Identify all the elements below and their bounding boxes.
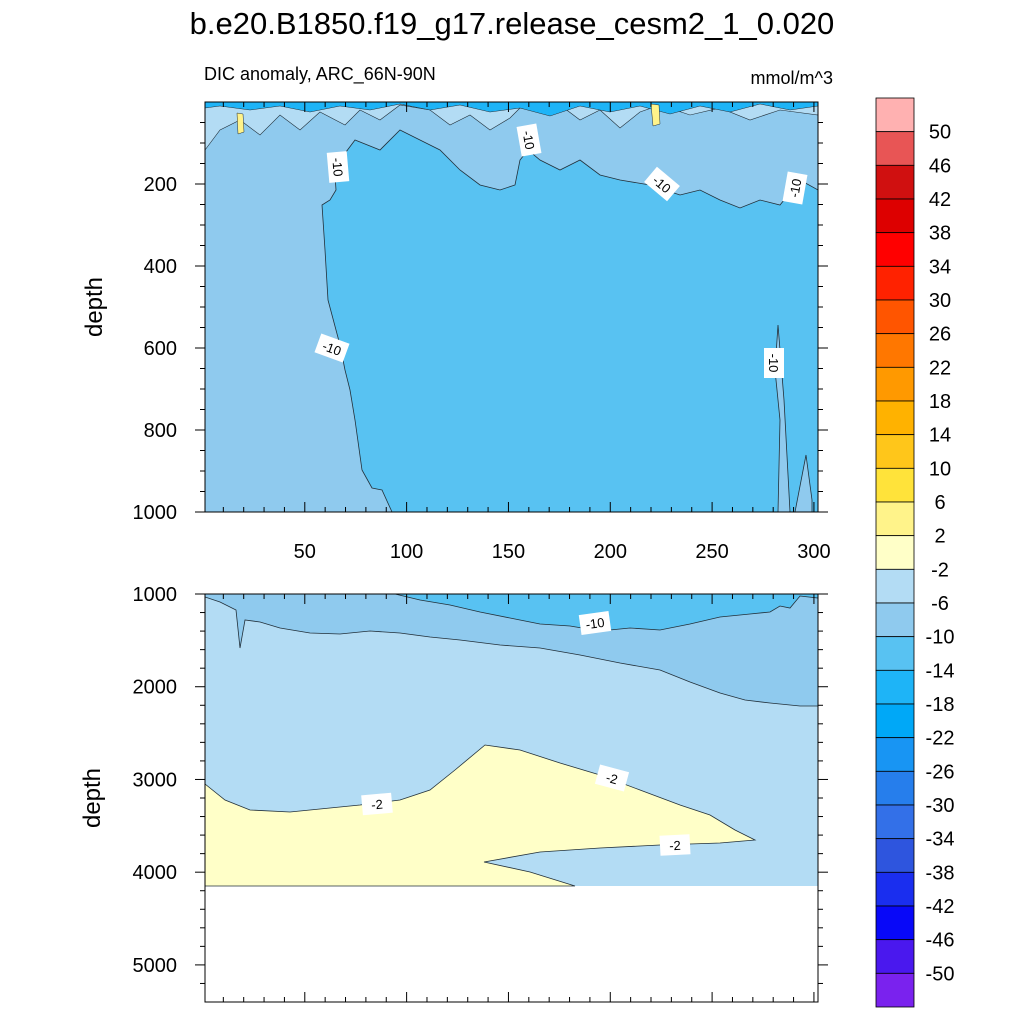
- colorbar-label: 22: [929, 357, 951, 379]
- upper-panel: -10 -10 -10 -10 -10 -10: [204, 101, 819, 513]
- chart-subtitle-units: mmol/m^3: [750, 68, 833, 88]
- contour-label: -10: [519, 130, 537, 151]
- lower-contour-labels: -10 -2 -2 -2: [361, 611, 691, 856]
- lower-y-tick-label: 5000: [133, 955, 178, 977]
- colorbar-swatch: [875, 838, 915, 873]
- colorbar-swatch: [875, 905, 915, 941]
- chart-subtitle-variable: DIC anomaly, ARC_66N-90N: [204, 64, 436, 84]
- colorbar-swatch: [875, 265, 915, 301]
- colorbar-label: -46: [926, 930, 955, 952]
- colorbar-swatch: [875, 871, 915, 907]
- colorbar-label: -6: [931, 593, 949, 615]
- contour-label: -2: [371, 797, 384, 813]
- colorbar-swatch: [875, 131, 915, 166]
- upper-x-tick-label: 200: [594, 541, 627, 563]
- chart-title: b.e20.B1850.f19_g17.release_cesm2_1_0.02…: [189, 6, 835, 41]
- colorbar-label: -38: [926, 862, 955, 884]
- colorbar-swatch: [875, 602, 915, 638]
- colorbar-swatch: [875, 97, 915, 133]
- upper-x-tick-label: 150: [492, 541, 525, 563]
- lower-y-tick-label: 1000: [133, 584, 178, 606]
- colorbar-label: -30: [926, 795, 955, 817]
- colorbar-swatch: [875, 804, 915, 840]
- upper-region-minus2-blob2: [650, 103, 661, 127]
- upper-y-tick-label: 1000: [133, 502, 178, 524]
- colorbar-label: 26: [929, 324, 951, 346]
- colorbar-swatch: [875, 299, 915, 335]
- colorbar-swatch: [875, 467, 915, 503]
- colorbar-label: -18: [926, 694, 955, 716]
- colorbar-label: 18: [929, 391, 951, 413]
- upper-contour-labels: -10 -10 -10 -10 -10 -10: [314, 123, 808, 378]
- colorbar-label: -22: [926, 728, 955, 750]
- colorbar-label: 38: [929, 223, 951, 245]
- colorbar-swatch: [875, 400, 915, 436]
- colorbar-swatch: [875, 770, 915, 806]
- colorbar-swatch: [875, 198, 915, 234]
- contour-label: -2: [669, 838, 681, 854]
- lower-panel: -10 -2 -2 -2: [204, 593, 819, 1003]
- colorbar-swatch: [875, 737, 915, 772]
- contour-label: -2: [604, 770, 619, 787]
- colorbar-label: 42: [929, 189, 951, 211]
- colorbar-swatch: [875, 568, 915, 604]
- colorbar-swatch: [875, 703, 915, 739]
- colorbar-label: -10: [926, 627, 955, 649]
- contour-label: -10: [766, 354, 781, 373]
- upper-y-axis-title: depth: [81, 277, 108, 337]
- contour-label: -10: [786, 178, 804, 199]
- lower-y-tick-label: 2000: [133, 677, 178, 699]
- colorbar-swatch: [875, 501, 915, 537]
- colorbar-swatch: [875, 232, 915, 267]
- colorbar-label: 30: [929, 290, 951, 312]
- contour-label: -10: [329, 157, 346, 177]
- lower-region-minus2: [204, 744, 757, 887]
- colorbar-swatch: [875, 972, 915, 1008]
- colorbar-label: 2: [934, 526, 945, 548]
- lower-y-tick-label: 3000: [133, 769, 178, 791]
- contour-label: -10: [320, 338, 343, 359]
- upper-region-minus18-surface: [204, 101, 819, 117]
- colorbar-label: -34: [926, 829, 955, 851]
- upper-x-tick-label: 250: [695, 541, 728, 563]
- upper-x-tick-label: 50: [294, 541, 316, 563]
- axes: 50 100 150 200 250 300 200 400 600 800 1000 1000 200…: [133, 102, 831, 1002]
- lower-y-axis-title: depth: [79, 768, 106, 828]
- upper-region-minus10-left: [204, 101, 819, 513]
- colorbar: 50 46 42 38 34 30 26 22 18 14 10 6 2 -2 -6 -10 -14 -18 -22…: [875, 97, 955, 1008]
- colorbar-label: 10: [929, 458, 951, 480]
- upper-region-minus2-blob1: [236, 112, 245, 135]
- upper-y-tick-label: 200: [144, 174, 177, 196]
- colorbar-label: -50: [926, 963, 955, 985]
- contour-label: -10: [585, 615, 606, 632]
- colorbar-label: 6: [934, 492, 945, 514]
- colorbar-swatch: [875, 669, 915, 705]
- colorbar-label: 34: [929, 256, 951, 278]
- colorbar-label: -14: [926, 660, 955, 682]
- colorbar-label: 14: [929, 425, 951, 447]
- colorbar-label: -2: [931, 559, 949, 581]
- upper-x-tick-label: 300: [797, 541, 830, 563]
- colorbar-swatch: [875, 333, 915, 368]
- upper-y-tick-label: 600: [144, 338, 177, 360]
- colorbar-swatch: [875, 939, 915, 974]
- colorbar-label: -26: [926, 761, 955, 783]
- colorbar-swatch: [875, 636, 915, 671]
- colorbar-swatch: [875, 366, 915, 402]
- colorbar-swatch: [875, 164, 915, 200]
- upper-y-tick-label: 800: [144, 420, 177, 442]
- colorbar-label: 46: [929, 155, 951, 177]
- colorbar-label: -42: [926, 896, 955, 918]
- upper-x-tick-label: 100: [390, 541, 423, 563]
- colorbar-swatch: [875, 434, 915, 469]
- upper-y-tick-label: 400: [144, 256, 177, 278]
- lower-y-tick-label: 4000: [133, 862, 178, 884]
- colorbar-swatch: [875, 535, 915, 570]
- colorbar-label: 50: [929, 122, 951, 144]
